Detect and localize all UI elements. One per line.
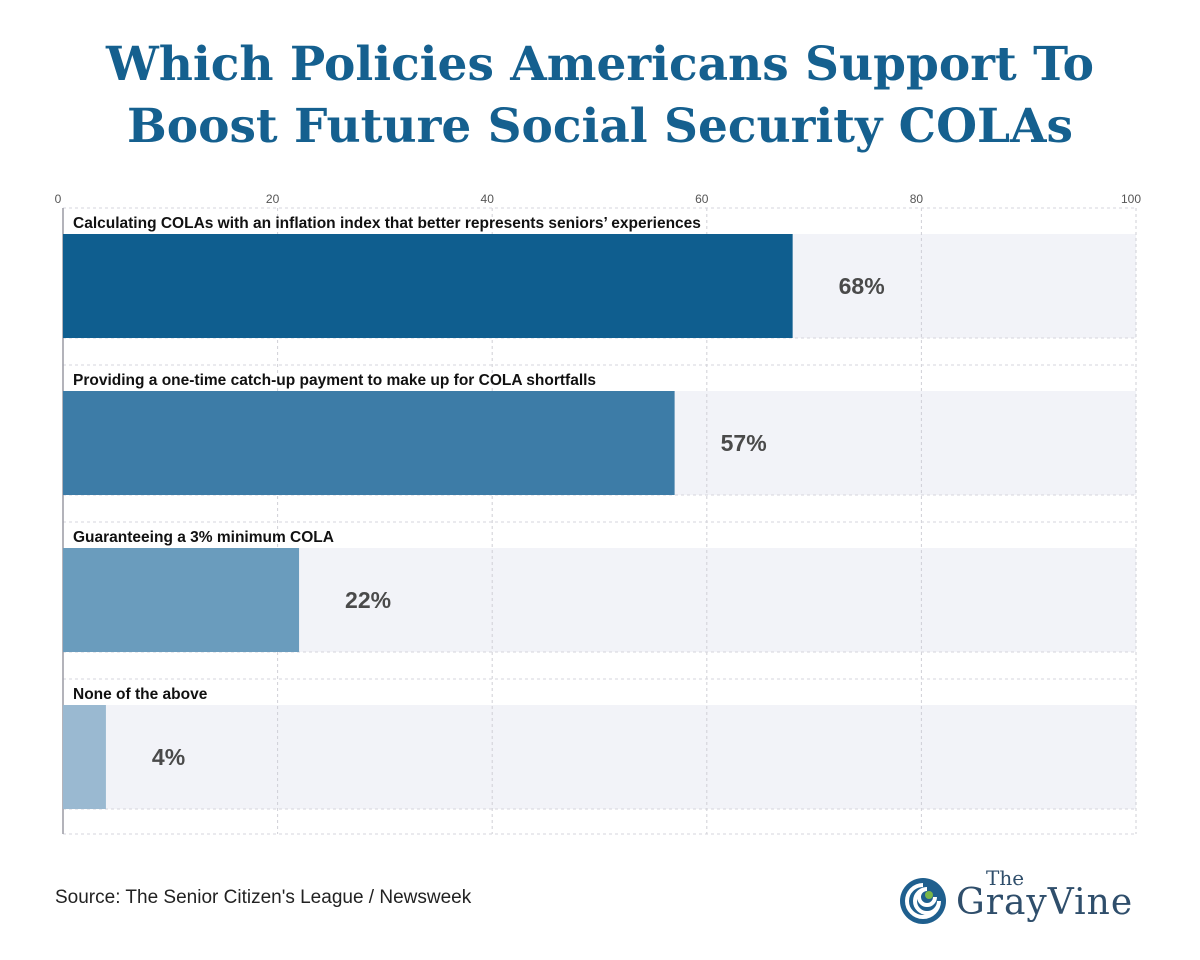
title-line-1: Which Policies Americans Support To [105, 37, 1095, 92]
x-tick-label: 0 [55, 192, 62, 206]
bar [63, 705, 106, 809]
source-note: Source: The Senior Citizen's League / Ne… [55, 887, 472, 908]
value-label: 22% [345, 587, 391, 613]
bar [63, 391, 675, 495]
category-label: None of the above [73, 686, 208, 703]
bar-track [63, 705, 1136, 809]
category-label: Guaranteeing a 3% minimum COLA [73, 529, 334, 546]
chart-title: Which Policies Americans Support To Boos… [0, 34, 1200, 158]
x-tick-label: 80 [910, 192, 924, 206]
category-label: Calculating COLAs with an inflation inde… [73, 215, 701, 232]
bar [63, 234, 793, 338]
logo-the-text: The [986, 866, 1025, 890]
x-tick-label: 100 [1121, 192, 1141, 206]
value-label: 68% [839, 273, 885, 299]
grayvine-logo: The GrayVine [898, 866, 1158, 932]
title-line-2: Boost Future Social Security COLAs [127, 99, 1073, 154]
x-tick-label: 40 [481, 192, 495, 206]
x-tick-label: 20 [266, 192, 280, 206]
bar [63, 548, 300, 652]
swirl-logo-icon [900, 878, 946, 924]
x-tick-label: 60 [695, 192, 709, 206]
category-label: Providing a one-time catch-up payment to… [73, 372, 596, 389]
logo-name-text: GrayVine [956, 882, 1134, 923]
value-label: 57% [721, 430, 767, 456]
value-label: 4% [152, 744, 185, 770]
